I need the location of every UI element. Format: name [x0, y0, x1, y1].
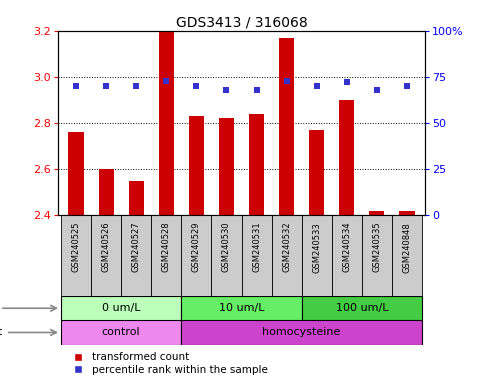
Text: dose: dose [0, 303, 57, 313]
Bar [332, 215, 362, 296]
Text: 100 um/L: 100 um/L [336, 303, 388, 313]
Point [253, 87, 260, 93]
Text: GSM240526: GSM240526 [101, 222, 111, 272]
Bar [91, 215, 121, 296]
Bar [128, 181, 144, 215]
Text: GSM240532: GSM240532 [282, 222, 291, 272]
Text: GSM240534: GSM240534 [342, 222, 351, 272]
Text: GSM240531: GSM240531 [252, 222, 261, 272]
Bar [339, 100, 355, 215]
Bar [181, 320, 422, 344]
Bar [61, 215, 91, 296]
Text: GSM240535: GSM240535 [372, 222, 382, 272]
Text: GSM240529: GSM240529 [192, 222, 201, 272]
Point [343, 79, 351, 86]
Text: GSM240528: GSM240528 [162, 222, 171, 272]
Bar [69, 132, 84, 215]
Bar [189, 116, 204, 215]
Bar [271, 215, 302, 296]
Legend: transformed count, percentile rank within the sample: transformed count, percentile rank withi… [63, 348, 272, 379]
Bar [61, 296, 181, 320]
Text: agent: agent [0, 328, 57, 338]
Bar [159, 31, 174, 215]
Bar [362, 215, 392, 296]
Point [283, 78, 290, 84]
Text: 10 um/L: 10 um/L [219, 303, 264, 313]
Point [162, 78, 170, 84]
Text: homocysteine: homocysteine [262, 328, 341, 338]
Bar [279, 38, 294, 215]
Bar [302, 215, 332, 296]
Bar [212, 215, 242, 296]
Point [102, 83, 110, 89]
Bar [242, 215, 271, 296]
Point [193, 83, 200, 89]
Bar [181, 215, 212, 296]
Bar [249, 114, 264, 215]
Bar [302, 296, 422, 320]
Bar [181, 296, 302, 320]
Bar [121, 215, 151, 296]
Bar [151, 215, 181, 296]
Bar [99, 169, 114, 215]
Point [403, 83, 411, 89]
Text: GSM240848: GSM240848 [402, 222, 412, 273]
Point [313, 83, 321, 89]
Bar [219, 118, 234, 215]
Point [132, 83, 140, 89]
Text: control: control [102, 328, 141, 338]
Bar [399, 211, 414, 215]
Text: GSM240525: GSM240525 [71, 222, 81, 272]
Title: GDS3413 / 316068: GDS3413 / 316068 [176, 16, 307, 30]
Point [223, 87, 230, 93]
Bar [309, 130, 324, 215]
Text: GSM240527: GSM240527 [132, 222, 141, 272]
Point [373, 87, 381, 93]
Bar [392, 215, 422, 296]
Bar [61, 320, 181, 344]
Point [72, 83, 80, 89]
Bar [369, 211, 384, 215]
Text: GSM240530: GSM240530 [222, 222, 231, 272]
Text: 0 um/L: 0 um/L [102, 303, 141, 313]
Text: GSM240533: GSM240533 [312, 222, 321, 273]
